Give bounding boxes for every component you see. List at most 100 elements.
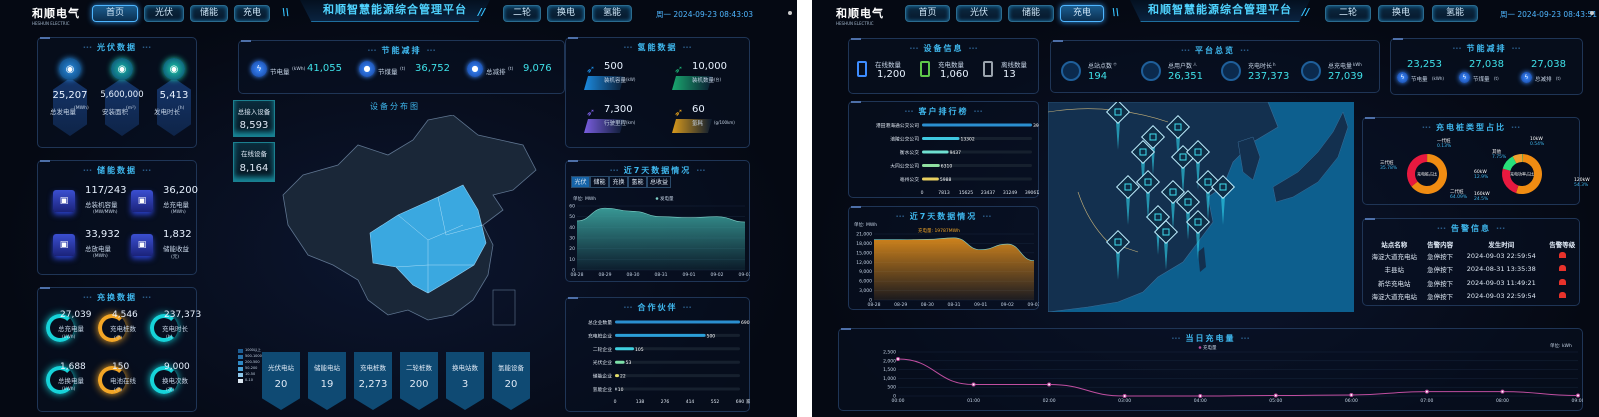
bar-value-label: 10 (618, 387, 624, 393)
axis-unit: 家 (746, 398, 750, 405)
customer-ranking-chart: 港田港海通公交公司 39561 涪陵公交公司 13302 衡水公交 9437 大同公交公司 6… (876, 122, 1039, 196)
station-marker (1185, 139, 1211, 165)
x-tick-label: 09-01 (682, 272, 695, 278)
charger-icon (1194, 218, 1202, 226)
storage-unit: (MWh) (93, 254, 108, 259)
slice-label: 其他 (1492, 148, 1501, 155)
cloud-icon: ● (467, 61, 483, 77)
coal-icon: ● (359, 61, 375, 77)
status-dot-icon (1590, 11, 1594, 15)
slice-percent: 0.13% (1437, 143, 1452, 149)
device-value: 1,200 (877, 69, 906, 80)
stat-label: 二轮桩数 (406, 364, 432, 372)
pv-unit: (h) (178, 106, 185, 111)
bar (615, 374, 619, 378)
saving-value: 27,038 (1469, 59, 1504, 70)
y-tick-label: 30 (569, 236, 575, 242)
panel-title: 设备信息 (849, 43, 1038, 54)
marker-beam (1164, 242, 1168, 270)
stat-label: 氢能设备 (498, 364, 524, 372)
alarm-row[interactable]: 新华充电站 急停按下 2024-09-03 11:49:21 (1365, 276, 1579, 290)
y-tick-label: 0 (893, 394, 896, 400)
nav-battery-swap[interactable]: 换电 (547, 5, 585, 22)
slice-label: 二代桩 (1450, 188, 1464, 195)
pie-slice (1411, 154, 1447, 194)
x-tick-label: 23437 (981, 190, 995, 196)
nav-charging[interactable]: 充电 (1060, 5, 1104, 22)
charging-unit: (次) (166, 388, 175, 393)
slice-percent: 54.3% (1574, 182, 1589, 188)
alarm-row[interactable]: 海淀大道充电站 急停按下 2024-09-03 22:59:54 (1365, 290, 1579, 304)
alarm-level (1546, 263, 1579, 277)
nav-pv[interactable]: 光伏 (956, 5, 1002, 22)
week-tab[interactable]: 光伏 (571, 176, 590, 188)
data-point (1576, 393, 1580, 398)
nav-pv[interactable]: 光伏 (144, 5, 184, 22)
logo-text: 和顺电气 (836, 7, 884, 20)
highlighted-provinces (369, 184, 487, 294)
alarm-row[interactable]: 海淀大道充电站 急停按下 2024-09-03 22:59:54 (1365, 249, 1579, 263)
device-stat-card: 氢能设备 20 (492, 352, 530, 410)
saving-value: 36,752 (415, 63, 450, 74)
x-tick-label: 08-28 (570, 272, 583, 278)
panel-title: 节能减排 (1391, 43, 1582, 54)
bar-category-label: 光伏企业 (593, 359, 612, 366)
slice-percent: 7.75% (1492, 154, 1507, 160)
saving-unit: (t) (508, 67, 514, 72)
bar (922, 123, 1032, 127)
y-tick-label: 9,000 (859, 269, 872, 275)
nav-two-wheel[interactable]: 二轮 (503, 5, 541, 22)
nav-home[interactable]: 首页 (905, 5, 950, 22)
week-tab[interactable]: 总收益 (647, 176, 671, 188)
nav-home[interactable]: 首页 (92, 5, 138, 22)
panel-title: 充电桩类型占比 (1363, 122, 1579, 133)
y-tick-label: 21,000 (856, 232, 872, 238)
station-map[interactable] (1048, 102, 1354, 312)
x-tick-label: 39061 (1025, 190, 1039, 196)
marker-beam (1171, 202, 1175, 230)
nav-two-wheel[interactable]: 二轮 (1325, 5, 1371, 22)
x-tick-label: 09-02 (710, 272, 723, 278)
nav-storage[interactable]: 储能 (190, 5, 228, 22)
alarm-time: 2024-09-03 11:49:21 (1466, 278, 1536, 287)
hydrogen-label: 装机数量 (692, 78, 715, 84)
china-map[interactable] (278, 115, 543, 340)
bar-value-label: 105 (635, 347, 644, 353)
alarm-row[interactable]: 丰县站 急停按下 2024-08-31 13:35:38 (1365, 263, 1579, 277)
total-devices-card: 总接入设备 8,593 (233, 100, 275, 137)
nav-storage[interactable]: 储能 (1008, 5, 1054, 22)
stat-value: 3 (461, 379, 469, 390)
x-tick-label: 06:00 (1345, 398, 1358, 404)
alarm-panel: 告警信息 站点名称 告警内容 发生时间 告警等级 海淀大道充电站急停按下2024… (1362, 218, 1580, 306)
panel-title: 氢能数据 (566, 42, 749, 53)
x-tick-label: 08-30 (921, 302, 934, 308)
charging-label: 换电次数 (162, 377, 188, 385)
device-stat-card: 光伏电站 20 (262, 352, 300, 410)
left-dashboard: 和顺电气 HESHUN ELECTRIC 首页 光伏 储能 充电 \\ 和顺智慧能… (0, 0, 797, 417)
charging-ring-icon (150, 366, 178, 394)
week-tab[interactable]: 氢能 (628, 176, 647, 188)
week-tab[interactable]: 充换 (609, 176, 628, 188)
rocket-icon: ➶ (586, 63, 596, 76)
week-charge-area-chart: 0 3,000 6,000 9,000 12,000 15,000 18,000 21,000… (854, 221, 1039, 308)
alarm-level (1546, 276, 1579, 290)
marker-beam (1116, 252, 1120, 280)
storage-unit: (MW/MWh) (93, 210, 118, 215)
nav-battery-swap[interactable]: 换电 (1378, 5, 1424, 22)
panel-title: 节能减排 (239, 45, 564, 56)
marker-beam (1196, 162, 1200, 190)
nav-hydrogen[interactable]: 氢能 (592, 5, 632, 22)
nav-charging[interactable]: 充电 (234, 5, 270, 22)
device-label: 离线数量 (1001, 61, 1027, 69)
x-tick-label: 00:00 (892, 398, 905, 404)
bar (615, 360, 625, 364)
bar-track (922, 177, 1032, 181)
saving-unit: (t) (1494, 76, 1499, 81)
nav-hydrogen[interactable]: 氢能 (1432, 5, 1478, 22)
lightning-icon: ϟ (251, 61, 267, 77)
pv-hex-card (53, 78, 87, 136)
x-tick-label: 08-30 (626, 272, 639, 278)
overview-label: 充电时长 (1248, 63, 1273, 70)
week-tab[interactable]: 储能 (590, 176, 609, 188)
bar-category-label: 涪陵公交公司 (890, 136, 919, 143)
